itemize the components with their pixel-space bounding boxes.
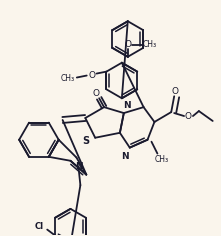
Text: S: S (83, 136, 90, 146)
Text: CH₃: CH₃ (154, 155, 168, 164)
Text: O: O (124, 40, 131, 49)
Text: O: O (88, 71, 95, 80)
Text: O: O (172, 87, 179, 96)
Text: CH₃: CH₃ (61, 74, 75, 83)
Text: O: O (185, 112, 192, 121)
Text: Cl: Cl (35, 222, 44, 231)
Text: N: N (123, 101, 131, 110)
Text: N: N (121, 152, 129, 161)
Text: O: O (93, 89, 100, 98)
Text: CH₃: CH₃ (143, 40, 156, 49)
Text: N: N (76, 162, 83, 171)
